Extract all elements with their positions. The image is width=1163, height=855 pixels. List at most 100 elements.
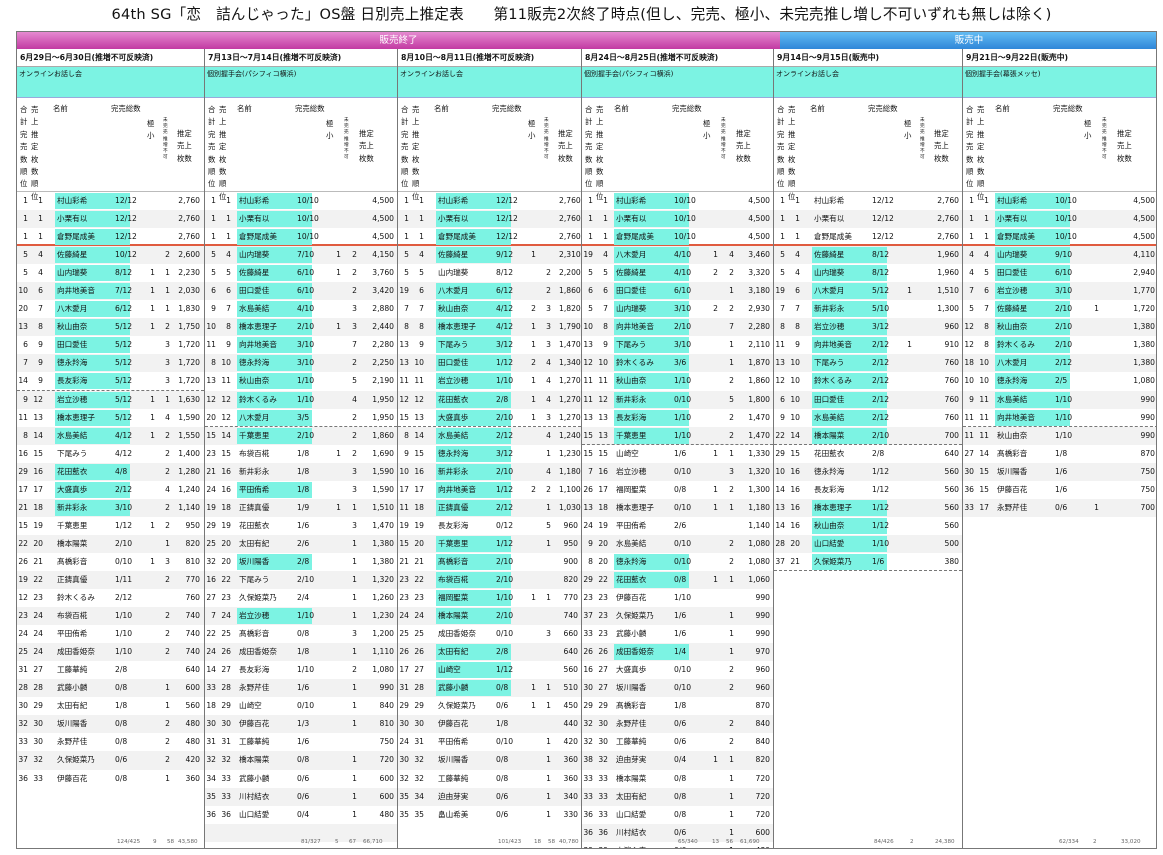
- sold-out: 12/12: [496, 232, 518, 242]
- rank-sales: 11: [221, 376, 231, 386]
- table-row: 13 11 秋山由奈 1/10 5 2,190: [205, 372, 397, 390]
- rank-sales: 13: [598, 412, 608, 422]
- table-row: 5 7 佐藤綺星 2/10 1 1,720: [963, 300, 1156, 318]
- tiny-count: 1: [150, 520, 155, 530]
- header-tiny: 極小: [904, 119, 912, 141]
- estimate: 740: [185, 647, 201, 657]
- table-row: 12 10 鈴木くるみ 3/6 1 1,870: [582, 354, 773, 373]
- rank-sales: 1: [226, 232, 231, 242]
- member-name: 村山彩希: [237, 193, 312, 209]
- rank-total: 15: [18, 520, 28, 530]
- estimate: 4,500: [372, 232, 394, 242]
- table-row: 10 8 橋本恵理子 2/10 1 3 2,440: [205, 318, 397, 337]
- unsold-count: 1: [352, 574, 357, 584]
- rank-sales: 8: [603, 322, 608, 332]
- estimate: 360: [185, 773, 201, 783]
- rank-sales: 19: [414, 520, 424, 530]
- header-name: 名前: [53, 104, 68, 113]
- estimate: 560: [944, 466, 960, 476]
- table-row: 16 22 下尾みう 2/10 1 1,320: [205, 570, 397, 590]
- tiny-count: 1: [531, 376, 536, 386]
- rank-total: 5: [404, 250, 409, 260]
- rank-sales: 16: [221, 484, 231, 494]
- rank-sales: 28: [221, 683, 231, 693]
- sold-out: 8/12: [872, 250, 890, 260]
- unsold-count: 4: [729, 250, 734, 260]
- rank-total: 29: [583, 574, 593, 584]
- table-row: 32 30 坂川陽香 0/8 2 480: [17, 715, 204, 734]
- table-row: 33 28 永野芹佳 1/6 1 990: [205, 679, 397, 698]
- table-row: 19 19 長友彩海 0/12 5 960: [398, 517, 581, 535]
- rank-sales: 16: [414, 466, 424, 476]
- table-row: 37 23 久保姫菜乃 1/6 1 990: [582, 607, 773, 626]
- rank-total: 8: [404, 430, 409, 440]
- rank-sales: 27: [598, 665, 608, 675]
- rank-total: 1: [969, 232, 974, 242]
- rank-total: 24: [206, 647, 216, 657]
- rank-total: 19: [399, 520, 409, 530]
- rank-sales: 12: [598, 394, 608, 404]
- rank-sales: 27: [33, 665, 43, 675]
- sold-out: 0/4: [297, 809, 310, 819]
- sold-out: 2/8: [115, 665, 128, 675]
- unsold-count: 7: [729, 322, 734, 332]
- rank-total: 26: [583, 647, 593, 657]
- rank-sales: 1: [795, 214, 800, 224]
- rank-sales: 14: [979, 448, 989, 458]
- event-type: オンラインお話し会: [774, 67, 962, 98]
- total-value: 65/340: [678, 839, 698, 845]
- event-type: オンラインお話し会: [17, 67, 204, 98]
- sold-out: 2/12: [115, 484, 133, 494]
- estimate: 600: [755, 827, 771, 837]
- estimate: 1,950: [372, 412, 394, 422]
- rank-total: 14: [206, 665, 216, 675]
- rank-total: 12: [206, 394, 216, 404]
- member-name: 川村結衣: [239, 791, 270, 801]
- member-name: 大盛真歩: [55, 481, 130, 498]
- estimate: 1,960: [937, 268, 959, 278]
- member-name: 下尾みう: [57, 448, 88, 458]
- member-name: 岩立沙穂: [812, 319, 887, 336]
- table-row: 5 4 佐藤綺星 9/12 1 2,310: [398, 246, 581, 265]
- total-value: 40,780: [559, 839, 579, 845]
- member-name: 太田有紀: [57, 701, 88, 711]
- rank-total: 39: [582, 842, 593, 848]
- header-estimate: 推定売上枚数: [177, 129, 192, 163]
- unsold-count: 1: [546, 773, 551, 783]
- estimate: 1,590: [178, 412, 200, 422]
- rank-total: 10: [583, 322, 593, 332]
- sold-out: 1/10: [115, 611, 133, 621]
- member-name: 成田香姫奈: [239, 647, 277, 657]
- rank-total: 33: [964, 502, 974, 512]
- rank-total: 23: [206, 448, 216, 458]
- rank-sales: 1: [226, 214, 231, 224]
- rank-sales: 27: [414, 665, 424, 675]
- unsold-count: 4: [546, 466, 551, 476]
- total-value: 58: [167, 839, 175, 845]
- rank-sales: 26: [414, 647, 424, 657]
- rank-sales: 12: [414, 394, 424, 404]
- rank-sales: 16: [221, 466, 231, 476]
- unsold-count: 3: [352, 466, 357, 476]
- sold-out: 2/4: [297, 593, 310, 603]
- unsold-count: 2: [729, 412, 734, 422]
- rank-total: 1: [404, 232, 409, 242]
- unsold-count: 1: [729, 791, 734, 801]
- rank-sales: 23: [598, 611, 608, 621]
- rank-sales: 30: [598, 719, 608, 729]
- member-name: 倉野尾成美: [614, 229, 689, 246]
- table-row: 4 4 山内瑞葵 9/10 4,110: [963, 246, 1156, 265]
- rank-total: 23: [583, 593, 593, 603]
- rank-total: 15: [399, 538, 409, 548]
- sold-out: 5/12: [115, 412, 133, 422]
- estimate: 960: [944, 322, 960, 332]
- sold-out: 6/12: [115, 304, 133, 314]
- table-row: 1 1 倉野尾成美 10/10 4,500: [582, 228, 773, 247]
- rank-total: 15: [583, 448, 593, 458]
- rank-sales: 20: [221, 538, 231, 548]
- member-name: 小栗有以: [237, 211, 312, 228]
- sold-out: 5/12: [115, 358, 133, 368]
- unsold-count: 5: [546, 520, 551, 530]
- table-row: 1 1 小栗有以 10/10 4,500: [205, 210, 397, 229]
- sold-out: 3/10: [297, 358, 315, 368]
